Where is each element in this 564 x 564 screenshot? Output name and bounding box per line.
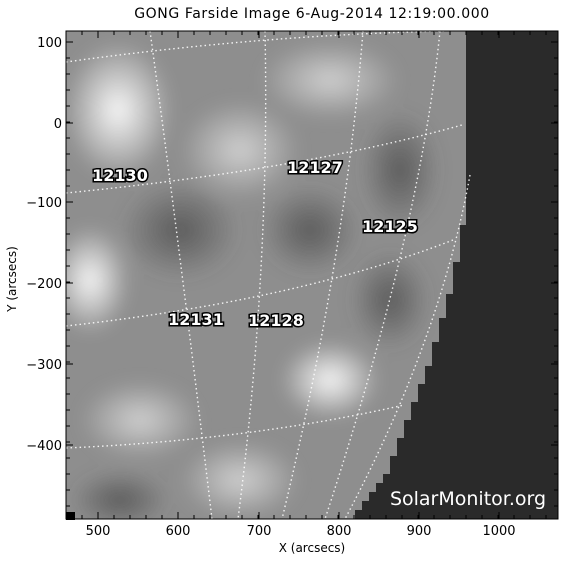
off-disk-region: [355, 31, 558, 519]
y-tick-label: 100: [37, 36, 62, 51]
y-tick-label: −100: [26, 196, 62, 211]
y-axis-label: Y (arcsecs): [5, 246, 19, 312]
active-region-labels: 12130 12127 12125 12131 12128: [91, 157, 420, 332]
x-axis-ticks: 500 600 700 800 900 1000: [81, 31, 547, 539]
figure-title: GONG Farside Image 6-Aug-2014 12:19:00.0…: [134, 6, 490, 22]
x-tick-label: 800: [327, 524, 352, 539]
x-tick-label: 1000: [482, 524, 515, 539]
y-tick-label: −300: [26, 358, 62, 373]
x-tick-label: 600: [166, 524, 191, 539]
active-region-label: 12128: [248, 311, 304, 330]
active-region-label: 12125: [362, 217, 418, 236]
active-region-label: 12127: [287, 158, 343, 177]
coordinate-grid: [66, 31, 471, 519]
x-tick-label: 700: [247, 524, 272, 539]
corner-marker: [66, 512, 75, 520]
solar-disk-image: [66, 31, 558, 519]
y-axis-ticks: 100 0 −100 −200 −300 −400: [26, 36, 558, 507]
active-region-label: 12131: [168, 310, 224, 329]
active-region-label: 12130: [92, 166, 148, 185]
x-tick-label: 900: [407, 524, 432, 539]
y-tick-label: −400: [26, 439, 62, 454]
plot-frame: [65, 30, 559, 520]
y-tick-label: 0: [54, 117, 62, 132]
x-tick-label: 500: [86, 524, 111, 539]
y-tick-label: −200: [26, 277, 62, 292]
x-axis-label: X (arcsecs): [278, 541, 346, 555]
